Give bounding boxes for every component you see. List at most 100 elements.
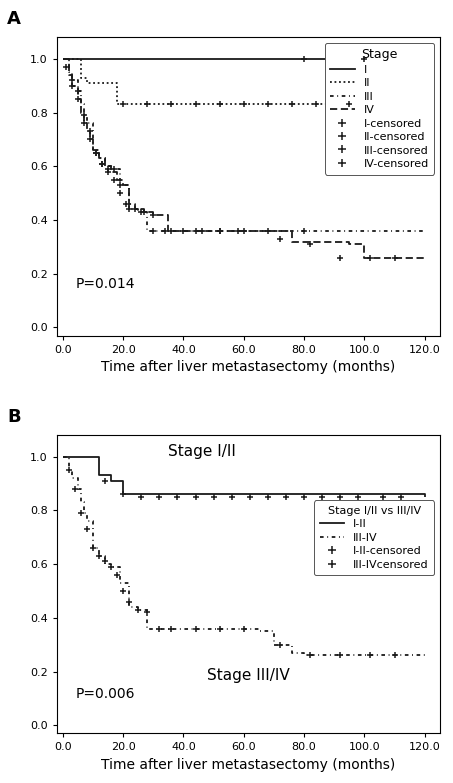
Line: IV: IV [63, 59, 425, 258]
I-II [96, 452, 102, 461]
Point [264, 98, 271, 110]
Point [77, 507, 85, 519]
II [114, 99, 120, 109]
Legend: I-II, III-IV, I-II-censored, III-IVcensored: I-II, III-IV, I-II-censored, III-IVcenso… [314, 500, 434, 576]
Text: A: A [7, 10, 21, 28]
III [66, 54, 72, 63]
II [78, 54, 84, 63]
I-II [90, 452, 96, 461]
III [108, 161, 114, 171]
Point [98, 157, 106, 170]
III-IV [60, 452, 66, 461]
Point [264, 225, 271, 237]
Point [87, 125, 94, 138]
III [157, 226, 162, 236]
III-IV [84, 516, 90, 525]
III-IV [102, 559, 108, 568]
Point [168, 225, 175, 237]
III-IV [90, 543, 96, 553]
Line: I-II: I-II [63, 456, 425, 497]
II [102, 78, 108, 88]
III [84, 118, 90, 128]
IV [166, 226, 171, 236]
Point [104, 163, 111, 175]
III-IV [126, 578, 132, 587]
Point [156, 491, 163, 503]
III-IV [347, 651, 352, 660]
I-II [108, 471, 114, 480]
III-IV [289, 648, 295, 658]
Point [156, 622, 163, 635]
III-IV [66, 452, 72, 461]
Point [313, 98, 320, 110]
I-II [422, 489, 428, 499]
Point [98, 157, 106, 170]
Point [391, 251, 398, 264]
Point [379, 491, 386, 503]
III [422, 226, 428, 236]
Point [140, 206, 148, 218]
Point [307, 238, 314, 251]
IV [150, 207, 156, 217]
III [75, 76, 81, 85]
Point [83, 523, 91, 536]
II [114, 78, 120, 88]
I-II [90, 452, 96, 461]
III-IV [422, 651, 428, 660]
II [84, 73, 90, 82]
Point [355, 491, 362, 503]
III [78, 99, 84, 109]
Text: Stage III/IV: Stage III/IV [207, 668, 289, 683]
Point [138, 206, 145, 218]
Point [120, 488, 127, 500]
Point [318, 491, 326, 503]
Point [264, 491, 271, 503]
Point [192, 225, 199, 237]
III-IV [256, 624, 261, 633]
Point [149, 208, 157, 221]
III [102, 153, 108, 163]
II [120, 99, 126, 109]
Point [120, 585, 127, 597]
Legend: I, II, III, IV, I-censored, II-censored, III-censored, IV-censored: I, II, III, IV, I-censored, II-censored,… [325, 43, 434, 175]
III [78, 86, 84, 96]
IV [422, 253, 428, 262]
III [157, 226, 162, 236]
I-II [422, 493, 428, 502]
III [422, 226, 428, 236]
III-IV [108, 562, 114, 572]
III-IV [347, 651, 352, 660]
Point [174, 491, 181, 503]
II [422, 99, 428, 109]
II [120, 99, 126, 109]
Point [80, 109, 87, 121]
III [96, 153, 102, 163]
Point [361, 52, 368, 65]
Point [125, 595, 133, 608]
Point [101, 555, 109, 568]
III-IV [145, 605, 150, 615]
Point [240, 622, 247, 635]
III [135, 204, 141, 214]
III [117, 180, 123, 189]
Point [92, 146, 100, 159]
Point [300, 52, 308, 65]
Point [397, 491, 404, 503]
Point [162, 225, 169, 237]
I-II [114, 476, 120, 485]
III-IV [301, 648, 307, 658]
Point [300, 225, 308, 237]
III-IV [301, 651, 307, 660]
Point [337, 649, 344, 662]
Text: P=0.014: P=0.014 [76, 277, 135, 290]
III [81, 110, 87, 120]
III [135, 207, 141, 217]
III-IV [66, 465, 72, 474]
II [78, 73, 84, 82]
III [90, 146, 96, 155]
I-II [120, 476, 126, 485]
III-IV [69, 465, 75, 474]
Point [87, 133, 94, 146]
Point [216, 225, 223, 237]
X-axis label: Time after liver metastasectomy (months): Time after liver metastasectomy (months) [101, 360, 395, 374]
